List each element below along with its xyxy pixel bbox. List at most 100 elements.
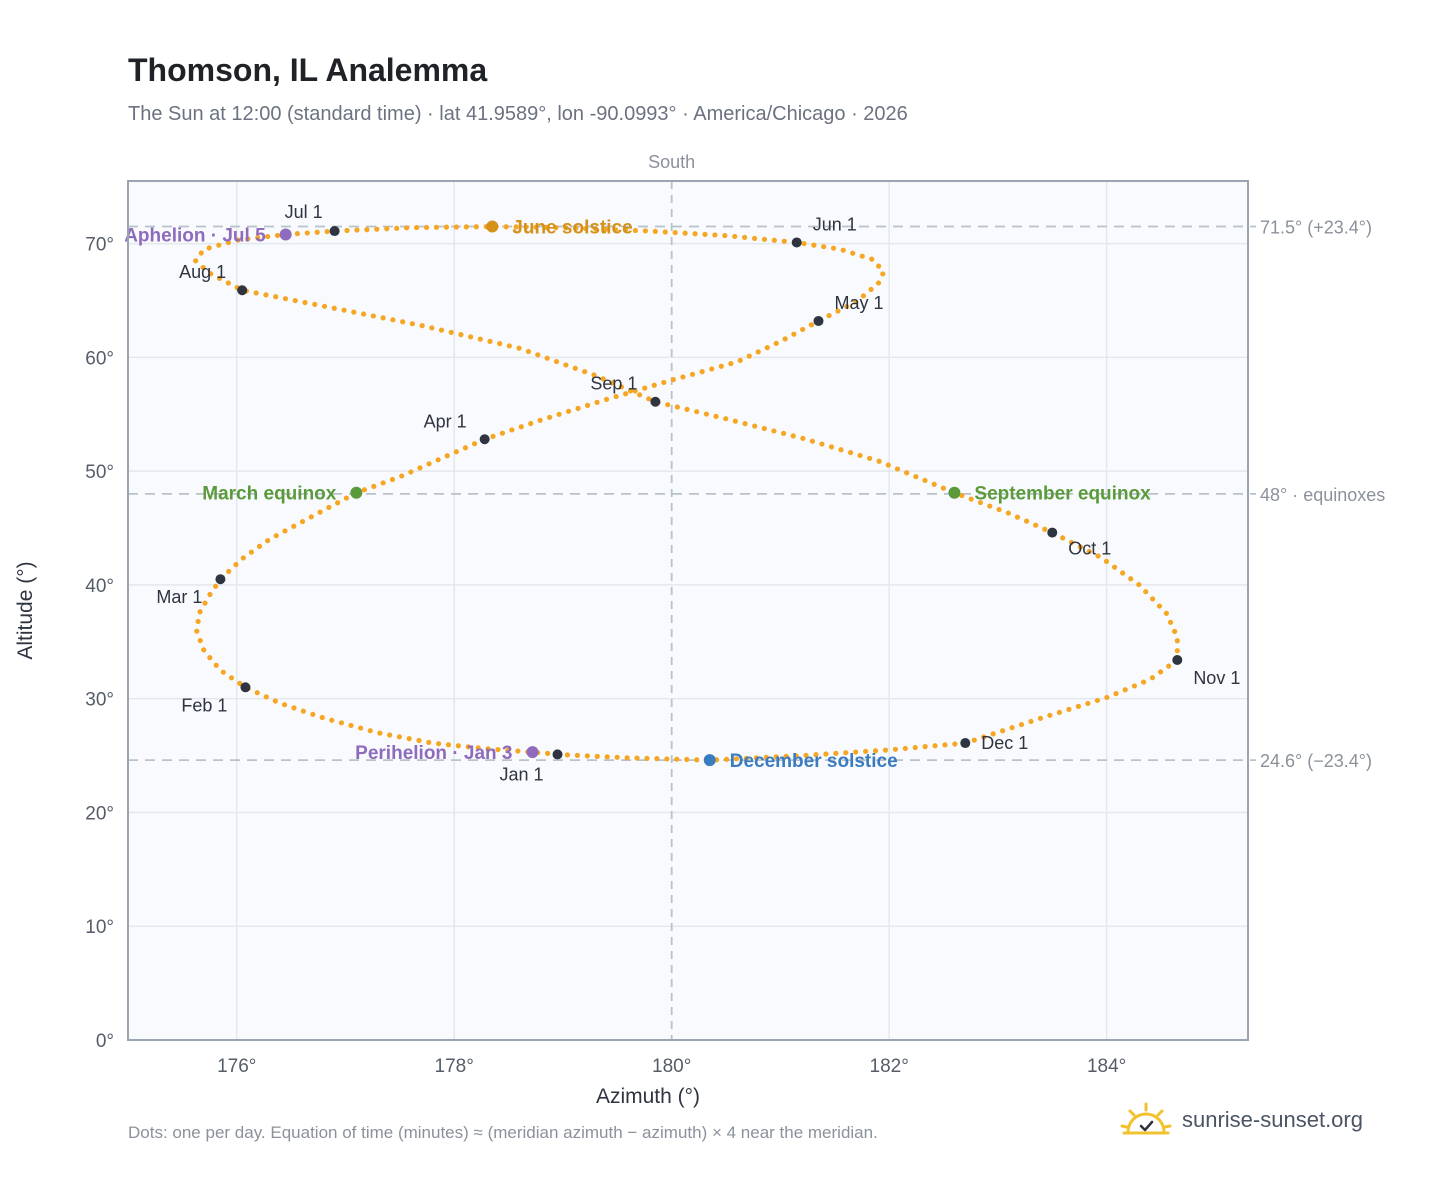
daily-dot xyxy=(790,433,796,439)
event-label: June solstice xyxy=(512,218,632,239)
daily-dot xyxy=(723,416,729,422)
daily-dot xyxy=(722,232,728,239)
event-marker xyxy=(948,486,961,499)
daily-dot xyxy=(468,334,474,340)
y-tick-label: 0° xyxy=(96,1031,114,1052)
daily-dot xyxy=(201,647,207,653)
daily-dot xyxy=(515,748,521,754)
daily-dot xyxy=(419,323,425,329)
daily-dot xyxy=(751,235,758,241)
daily-dot xyxy=(1163,610,1169,616)
daily-dot xyxy=(652,228,658,234)
chart-subtitle: The Sun at 12:00 (standard time) · lat 4… xyxy=(128,103,908,125)
daily-dot xyxy=(537,417,543,423)
daily-dot xyxy=(987,503,993,509)
daily-dot xyxy=(553,224,559,231)
daily-dot xyxy=(364,227,370,233)
daily-dot xyxy=(338,720,345,726)
daily-dot xyxy=(335,500,341,506)
daily-dot xyxy=(1103,558,1110,564)
daily-dot xyxy=(253,290,259,296)
daily-dot xyxy=(523,224,529,230)
daily-dot xyxy=(394,225,400,231)
month-marker-label: Apr 1 xyxy=(424,411,467,431)
daily-dot xyxy=(408,469,414,475)
daily-dot xyxy=(367,728,373,734)
daily-dot xyxy=(863,748,869,755)
daily-dot xyxy=(959,492,965,499)
daily-dot xyxy=(713,413,719,419)
month-marker-label: Jul 1 xyxy=(285,202,323,222)
daily-dot xyxy=(545,750,551,756)
daily-dot xyxy=(435,457,441,463)
month-marker xyxy=(552,749,563,760)
daily-dot xyxy=(742,234,748,241)
analemma-curve xyxy=(193,223,1180,763)
daily-dot xyxy=(875,280,882,286)
daily-dot xyxy=(582,369,588,375)
daily-dot xyxy=(844,303,850,310)
daily-dot xyxy=(197,609,203,615)
daily-dot xyxy=(543,224,549,230)
daily-dot xyxy=(573,225,579,231)
daily-dot xyxy=(195,618,201,625)
daily-dot xyxy=(216,275,223,281)
y-tick-label: 70° xyxy=(85,235,114,256)
daily-dot xyxy=(438,327,445,333)
month-marker-label: Dec 1 xyxy=(981,733,1028,753)
daily-dot xyxy=(1140,679,1147,685)
daily-dot xyxy=(624,755,630,761)
daily-dot xyxy=(487,338,493,344)
x-tick-label: 180° xyxy=(652,1056,691,1077)
axes: 176° 178° 180° 182° 184° 0° 10° 20° 30° 40° 50° 60°… xyxy=(14,152,1126,1108)
daily-dot xyxy=(612,227,619,233)
daily-dot xyxy=(343,495,349,501)
daily-dot xyxy=(505,747,511,753)
south-label: South xyxy=(648,152,695,172)
month-marker-label: Feb 1 xyxy=(181,695,227,715)
daily-dot xyxy=(723,756,730,762)
daily-dot xyxy=(433,224,440,230)
daily-dot xyxy=(684,756,690,763)
daily-dot xyxy=(274,232,281,239)
daily-dot xyxy=(294,231,300,237)
daily-dot xyxy=(371,483,377,489)
daily-dot xyxy=(477,336,483,342)
plot-frame xyxy=(127,180,1249,1041)
daily-dot xyxy=(591,372,597,378)
daily-dot xyxy=(808,322,815,328)
daily-dot xyxy=(1033,522,1039,528)
month-marker xyxy=(240,682,251,693)
daily-dot xyxy=(702,231,708,237)
daily-dot xyxy=(535,352,541,358)
month-marker xyxy=(650,396,661,407)
daily-dot xyxy=(429,325,435,331)
daily-dot xyxy=(1009,725,1015,731)
x-tick-label: 176° xyxy=(217,1056,256,1077)
daily-dot xyxy=(226,568,232,575)
brand-name: sunrise-sunset.org xyxy=(1182,1107,1363,1132)
daily-dot xyxy=(828,444,835,450)
daily-dot xyxy=(351,309,357,315)
month-marker xyxy=(813,315,824,326)
daily-dot xyxy=(361,487,368,493)
daily-dot xyxy=(317,509,323,515)
daily-dot xyxy=(761,236,768,242)
daily-dot xyxy=(237,680,243,687)
daily-dot xyxy=(544,355,550,361)
month-marker-label: Oct 1 xyxy=(1068,539,1111,559)
daily-dot xyxy=(331,305,337,311)
daily-dot xyxy=(194,628,200,634)
daily-dot xyxy=(455,743,461,749)
daily-dot xyxy=(593,226,599,232)
daily-dot xyxy=(374,226,380,232)
event-marker xyxy=(526,746,539,759)
brand[interactable]: sunrise-sunset.org xyxy=(1120,1102,1363,1138)
y-tick-label: 30° xyxy=(85,690,114,711)
daily-dot xyxy=(614,754,620,760)
daily-dot xyxy=(299,518,306,525)
daily-dot xyxy=(324,228,330,235)
sun-logo-icon xyxy=(1120,1102,1172,1135)
daily-dot xyxy=(495,746,501,753)
daily-dot xyxy=(646,396,652,402)
